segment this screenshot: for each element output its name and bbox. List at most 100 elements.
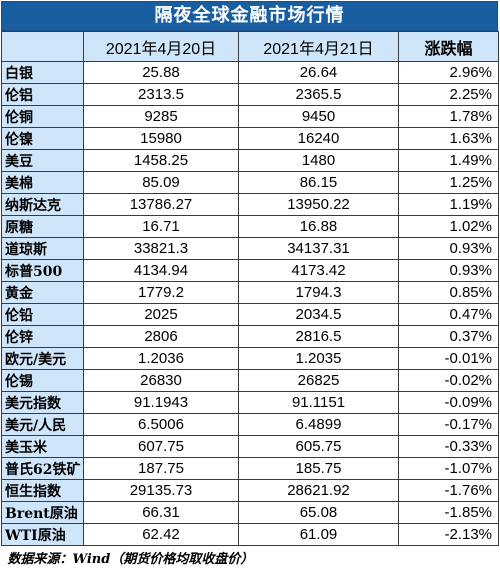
- row-value-date-1: 2313.5: [83, 83, 239, 106]
- row-name: 伦镍: [1, 127, 84, 150]
- row-change: 0.37%: [398, 325, 499, 348]
- row-value-date-1: 26830: [83, 369, 239, 392]
- row-change: -1.76%: [398, 479, 499, 502]
- row-value-date-2: 16240: [238, 127, 399, 150]
- table-row: 恒生指数 29135.73 28621.92 -1.76%: [1, 479, 499, 502]
- table-row: 伦锌 2806 2816.5 0.37%: [1, 325, 499, 348]
- table-row: 欧元/美元 1.2036 1.2035 -0.01%: [1, 347, 499, 370]
- row-name: 白银: [1, 61, 84, 84]
- table-row: 美豆 1458.25 1480 1.49%: [1, 149, 499, 172]
- row-name: 欧元/美元: [1, 347, 84, 370]
- row-value-date-2: 4173.42: [238, 259, 399, 282]
- row-value-date-2: 28621.92: [238, 479, 399, 502]
- row-change: 1.63%: [398, 127, 499, 150]
- market-table-frame: 隔夜全球金融市场行情 2021年4月20日 2021年4月21日 涨跌幅 白银 2…: [1, 1, 499, 570]
- row-name: Brent原油: [1, 501, 84, 524]
- row-value-date-2: 2034.5: [238, 303, 399, 326]
- row-value-date-2: 6.4899: [238, 413, 399, 436]
- row-value-date-2: 2365.5: [238, 83, 399, 106]
- table-row: 美玉米 607.75 605.75 -0.33%: [1, 435, 499, 458]
- table-row: 纳斯达克 13786.27 13950.22 1.19%: [1, 193, 499, 216]
- table-row: 普氏62铁矿 187.75 185.75 -1.07%: [1, 457, 499, 480]
- row-change: -0.02%: [398, 369, 499, 392]
- row-value-date-1: 15980: [83, 127, 239, 150]
- header-date-1: 2021年4月20日: [83, 31, 239, 62]
- header-name: [1, 31, 84, 62]
- table-row: 道琼斯 33821.3 34137.31 0.93%: [1, 237, 499, 260]
- row-value-date-2: 605.75: [238, 435, 399, 458]
- row-value-date-1: 4134.94: [83, 259, 239, 282]
- row-change: 0.93%: [398, 237, 499, 260]
- table-row: 美元/人民 6.5006 6.4899 -0.17%: [1, 413, 499, 436]
- row-change: 1.25%: [398, 171, 499, 194]
- row-change: -0.01%: [398, 347, 499, 370]
- row-name: 美元/人民: [1, 413, 84, 436]
- row-change: 1.49%: [398, 149, 499, 172]
- row-value-date-2: 65.08: [238, 501, 399, 524]
- row-value-date-1: 91.1943: [83, 391, 239, 414]
- row-change: -0.17%: [398, 413, 499, 436]
- row-name: 伦锡: [1, 369, 84, 392]
- table-row: 伦铅 2025 2034.5 0.47%: [1, 303, 499, 326]
- row-change: 0.93%: [398, 259, 499, 282]
- row-change: -1.07%: [398, 457, 499, 480]
- row-value-date-2: 61.09: [238, 523, 399, 546]
- table-row: 伦锡 26830 26825 -0.02%: [1, 369, 499, 392]
- row-change: 2.25%: [398, 83, 499, 106]
- row-name: 美元指数: [1, 391, 84, 414]
- row-value-date-1: 29135.73: [83, 479, 239, 502]
- table-row: 伦镍 15980 16240 1.63%: [1, 127, 499, 150]
- row-name: WTI原油: [1, 523, 84, 546]
- row-value-date-2: 1480: [238, 149, 399, 172]
- row-change: -2.13%: [398, 523, 499, 546]
- table-row: 伦铝 2313.5 2365.5 2.25%: [1, 83, 499, 106]
- table-row: 美元指数 91.1943 91.1151 -0.09%: [1, 391, 499, 414]
- row-name: 普氏62铁矿: [1, 457, 84, 480]
- row-name: 伦铝: [1, 83, 84, 106]
- row-value-date-1: 6.5006: [83, 413, 239, 436]
- row-value-date-2: 13950.22: [238, 193, 399, 216]
- row-name: 原糖: [1, 215, 84, 238]
- row-value-date-2: 185.75: [238, 457, 399, 480]
- row-value-date-1: 13786.27: [83, 193, 239, 216]
- row-change: 2.96%: [398, 61, 499, 84]
- row-change: 1.19%: [398, 193, 499, 216]
- market-table: 2021年4月20日 2021年4月21日 涨跌幅 白银 25.88 26.64 2.…: [1, 31, 499, 570]
- row-name: 伦铜: [1, 105, 84, 128]
- table-row: WTI原油 62.42 61.09 -2.13%: [1, 523, 499, 546]
- row-value-date-2: 26.64: [238, 61, 399, 84]
- source-note: 数据来源：Wind（期货价格均取收盘价）: [7, 552, 254, 568]
- row-name: 黄金: [1, 281, 84, 304]
- table-row: 伦铜 9285 9450 1.78%: [1, 105, 499, 128]
- row-value-date-1: 1779.2: [83, 281, 239, 304]
- row-name: 美豆: [1, 149, 84, 172]
- row-value-date-2: 91.1151: [238, 391, 399, 414]
- row-value-date-1: 2025: [83, 303, 239, 326]
- row-value-date-1: 62.42: [83, 523, 239, 546]
- row-value-date-1: 2806: [83, 325, 239, 348]
- table-title: 隔夜全球金融市场行情: [1, 1, 498, 31]
- row-value-date-1: 25.88: [83, 61, 239, 84]
- row-name: 标普500: [1, 259, 84, 282]
- row-value-date-2: 26825: [238, 369, 399, 392]
- row-value-date-1: 85.09: [83, 171, 239, 194]
- header-change: 涨跌幅: [398, 31, 499, 62]
- table-row: Brent原油 66.31 65.08 -1.85%: [1, 501, 499, 524]
- row-value-date-2: 16.88: [238, 215, 399, 238]
- row-value-date-1: 9285: [83, 105, 239, 128]
- row-value-date-1: 607.75: [83, 435, 239, 458]
- row-name: 恒生指数: [1, 479, 84, 502]
- row-change: 0.85%: [398, 281, 499, 304]
- row-value-date-2: 9450: [238, 105, 399, 128]
- row-value-date-2: 2816.5: [238, 325, 399, 348]
- row-value-date-1: 16.71: [83, 215, 239, 238]
- row-value-date-2: 86.15: [238, 171, 399, 194]
- row-name: 美玉米: [1, 435, 84, 458]
- row-value-date-2: 1.2035: [238, 347, 399, 370]
- header-date-2: 2021年4月21日: [238, 31, 399, 62]
- row-change: -0.09%: [398, 391, 499, 414]
- row-change: -1.85%: [398, 501, 499, 524]
- row-value-date-1: 33821.3: [83, 237, 239, 260]
- row-value-date-1: 66.31: [83, 501, 239, 524]
- row-name: 美棉: [1, 171, 84, 194]
